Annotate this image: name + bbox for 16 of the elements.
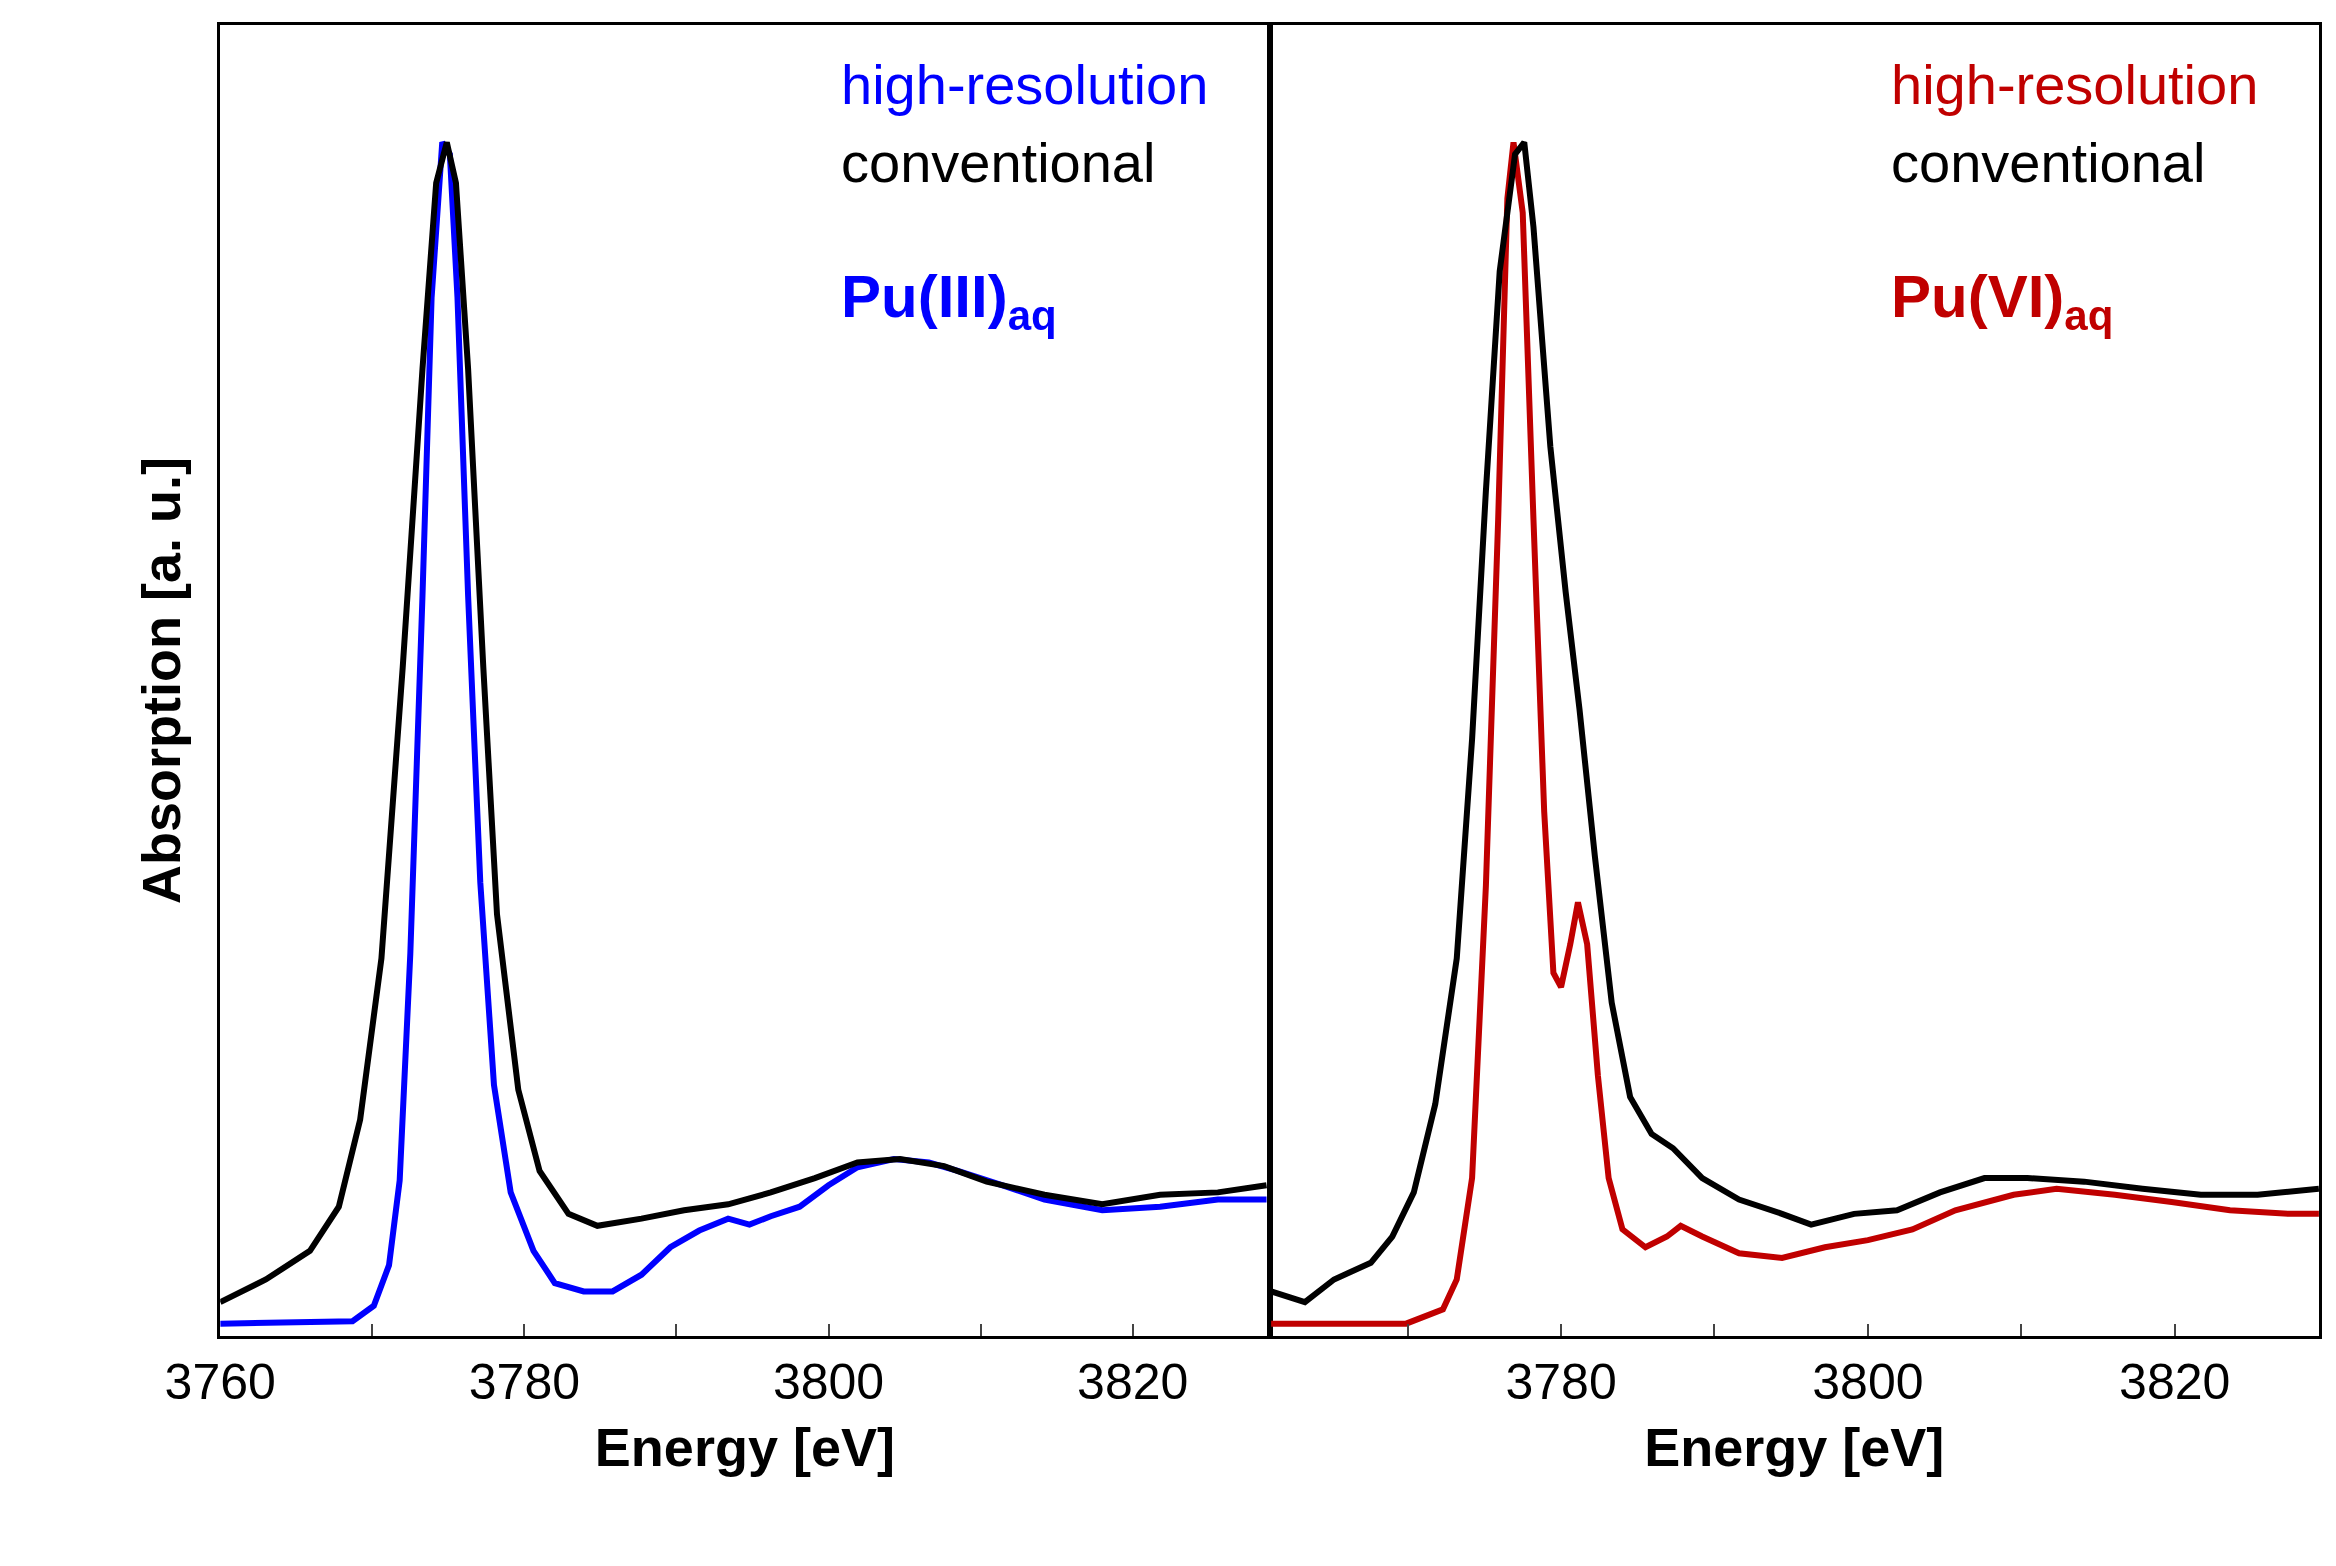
x-tick-label: 3780 xyxy=(1505,1353,1617,1410)
text: conventional xyxy=(1891,131,2206,194)
x-axis-title: Energy [eV] xyxy=(594,1416,895,1477)
x-tick-label: 3780 xyxy=(468,1353,580,1410)
text: high-resolution xyxy=(1891,53,2259,116)
text: conventional xyxy=(841,131,1156,194)
y-axis-title: Absorption [a. u.] xyxy=(130,456,191,904)
x-tick-label: 3800 xyxy=(1812,1353,1924,1410)
x-tick-label: 3820 xyxy=(2119,1353,2231,1410)
text: high-resolution xyxy=(841,53,1209,116)
annotation: Pu(III)$_{aq}$ xyxy=(841,263,1057,339)
x-tick-label: 3820 xyxy=(1077,1353,1189,1410)
annotation: Pu(VI)$_{aq}$ xyxy=(1891,263,2114,339)
x-tick-label: 3760 xyxy=(164,1353,276,1410)
x-axis-title: Energy [eV] xyxy=(1644,1416,1945,1477)
x-tick-label: 3800 xyxy=(772,1353,885,1410)
